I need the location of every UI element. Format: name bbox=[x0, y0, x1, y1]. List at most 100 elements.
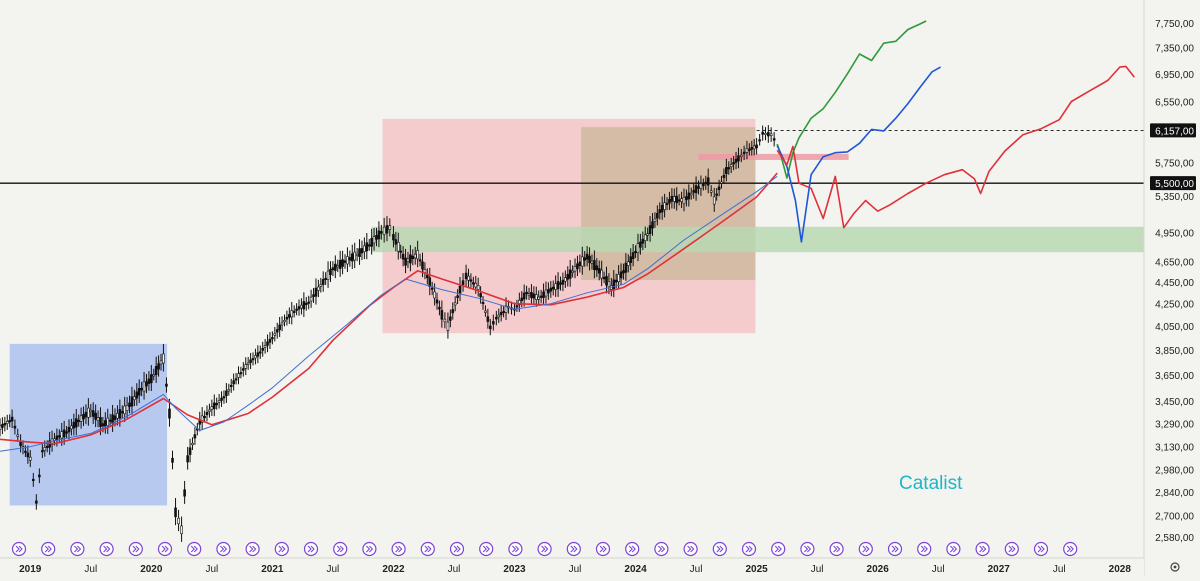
event-marker-icon bbox=[508, 541, 523, 557]
event-marker-chevrons bbox=[599, 545, 607, 553]
moving-average-blue-line bbox=[0, 175, 778, 452]
price-candle-body bbox=[135, 391, 139, 399]
price-candle-body bbox=[670, 195, 674, 202]
price-candle-body bbox=[486, 316, 490, 322]
price-candle-body bbox=[583, 257, 587, 261]
zone-rect-3 bbox=[371, 226, 1144, 253]
price-candle-body bbox=[62, 429, 66, 438]
price-candle-body bbox=[341, 259, 344, 267]
price-candle-body bbox=[720, 181, 723, 184]
event-marker-icon bbox=[70, 541, 85, 557]
price-candle-body bbox=[453, 302, 457, 306]
price-candle-body bbox=[65, 431, 68, 434]
price-candle-body bbox=[242, 368, 245, 371]
event-marker-chevrons bbox=[979, 545, 987, 553]
price-candle-body bbox=[263, 345, 267, 348]
price-candle-body bbox=[288, 314, 291, 318]
y-tick-label: 7,750,00 bbox=[1155, 19, 1194, 30]
price-candle-body bbox=[338, 260, 342, 269]
event-marker-chevrons bbox=[336, 545, 344, 553]
price-candle-body bbox=[769, 133, 773, 136]
price-candle-body bbox=[709, 190, 713, 193]
event-marker-chevrons bbox=[804, 545, 812, 553]
price-candle-body bbox=[227, 389, 231, 392]
y-tick-label: 2,700,00 bbox=[1155, 512, 1194, 523]
price-candle-body bbox=[692, 190, 695, 193]
event-marker-icon bbox=[187, 541, 202, 557]
price-candle-body bbox=[55, 435, 59, 440]
price-candle-body bbox=[177, 517, 180, 525]
price-candle-body bbox=[254, 355, 257, 359]
price-candle-body bbox=[435, 299, 439, 304]
price-candle-body bbox=[239, 372, 243, 375]
event-marker-icon bbox=[946, 541, 961, 557]
y-tick-label: 4,450,00 bbox=[1155, 278, 1194, 289]
price-candle-body bbox=[91, 410, 95, 417]
y-tick-label: 3,290,00 bbox=[1155, 419, 1194, 430]
price-candle-body bbox=[687, 192, 691, 200]
event-marker-chevrons bbox=[366, 545, 374, 553]
settings-corner[interactable] bbox=[1170, 562, 1180, 572]
price-candle-body bbox=[60, 431, 64, 439]
zones-layer bbox=[9, 118, 1144, 506]
price-candle-body bbox=[77, 419, 80, 423]
price-candle-body bbox=[668, 198, 671, 204]
event-marker-icon bbox=[1033, 541, 1049, 557]
price-candle-body bbox=[706, 177, 710, 186]
price-candle-body bbox=[10, 416, 14, 422]
price-candle-body bbox=[464, 272, 468, 280]
price-candle-body bbox=[499, 312, 503, 316]
event-marker-chevrons bbox=[307, 545, 315, 553]
event-marker-icon bbox=[391, 541, 406, 557]
x-tick-label: Jul bbox=[84, 564, 97, 575]
price-candle-body bbox=[547, 289, 550, 294]
y-tick-label: 5,750,00 bbox=[1155, 158, 1194, 169]
price-candle-body bbox=[544, 289, 548, 297]
price-candle-body bbox=[451, 309, 455, 314]
price-candle-body bbox=[699, 183, 703, 189]
y-tick-label: 4,050,00 bbox=[1155, 322, 1194, 333]
price-candle-body bbox=[5, 421, 9, 424]
price-candle-body bbox=[157, 363, 160, 370]
price-candle-body bbox=[416, 250, 419, 260]
event-marker-icon bbox=[829, 541, 844, 557]
price-candle-body bbox=[382, 226, 386, 235]
price-candle-body bbox=[89, 409, 93, 412]
price-candle-body bbox=[734, 158, 738, 163]
event-marker-icon bbox=[800, 541, 815, 557]
event-marker-icon bbox=[917, 541, 932, 557]
price-candle-body bbox=[495, 317, 498, 320]
price-candle-body bbox=[96, 417, 100, 421]
price-candle-body bbox=[515, 305, 519, 308]
price-candle-body bbox=[527, 293, 531, 296]
event-marker-icon bbox=[654, 541, 669, 557]
price-candle-body bbox=[561, 279, 565, 285]
price-candle-body bbox=[551, 286, 555, 290]
price-candle-body bbox=[520, 297, 524, 301]
price-candle-body bbox=[79, 415, 83, 422]
price-candle-body bbox=[418, 259, 422, 262]
event-marker-chevrons bbox=[161, 545, 169, 553]
event-marker-icon bbox=[1063, 541, 1078, 557]
price-candle-body bbox=[641, 238, 645, 244]
price-candle-body bbox=[205, 411, 209, 416]
price-candle-body bbox=[225, 390, 228, 397]
price-candle-body bbox=[336, 265, 340, 268]
event-marker-icon bbox=[537, 541, 552, 557]
price-candle-body bbox=[593, 260, 596, 271]
price-candle-body bbox=[130, 396, 134, 407]
price-candle-body bbox=[702, 183, 705, 187]
price-candle-body bbox=[619, 271, 623, 279]
price-candle-body bbox=[319, 284, 323, 287]
event-marker-icon bbox=[362, 541, 377, 557]
price-candle-body bbox=[497, 314, 501, 318]
price-candle-body bbox=[142, 381, 146, 392]
price-candle-body bbox=[113, 415, 117, 420]
price-candle-body bbox=[423, 269, 427, 273]
price-candle-body bbox=[576, 263, 579, 270]
event-marker-icon bbox=[858, 541, 873, 557]
settings-gear-icon[interactable] bbox=[1170, 562, 1180, 572]
price-candle-body bbox=[331, 267, 335, 271]
